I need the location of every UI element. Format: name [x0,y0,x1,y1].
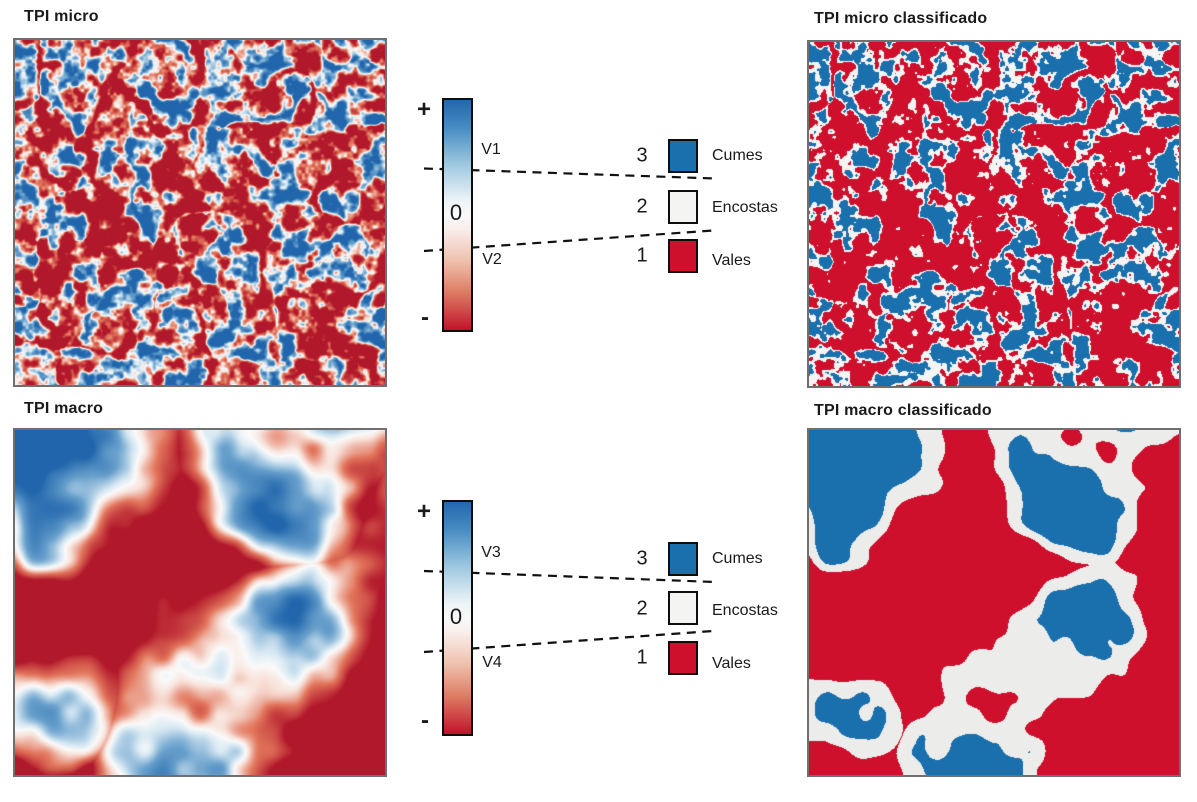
tpi-micro-map [13,38,387,387]
panel-title-tpi-micro-classified: TPI micro classificado [814,10,988,27]
threshold-label-v4: V4 [482,654,502,671]
threshold-label-v1: V1 [481,141,501,158]
legend-label-encostas: Encostas [712,602,778,619]
tpi-micro-colorbar [442,98,473,332]
plus-sign-top: + [416,96,432,123]
tpi-micro-classified-map [807,40,1181,388]
tpi-macro-classified-map [807,428,1181,777]
legend-class-number: 2 [636,195,648,218]
legend-label-vales: Vales [712,252,751,269]
threshold-label-v2: V2 [482,251,502,268]
minus-sign-bottom: - [421,707,429,734]
tpi-macro-colorbar [442,500,473,736]
legend-class-number: 3 [636,144,648,167]
zero-label-top: 0 [449,200,463,225]
tpi-macro-map [13,428,387,777]
panel-title-tpi-micro: TPI micro [24,8,99,25]
minus-sign-top: - [421,304,429,331]
threshold-label-v3: V3 [481,544,501,561]
legend-label-cumes: Cumes [712,550,763,567]
panel-title-tpi-macro: TPI macro [24,400,104,417]
legend-label-vales: Vales [712,655,751,672]
panel-title-tpi-macro-classified: TPI macro classificado [814,402,992,419]
legend-class-number: 1 [636,244,648,267]
legend-class-number: 2 [636,597,648,620]
legend-swatch-encostas [668,591,698,625]
legend-swatch-encostas [668,190,698,224]
plus-sign-bottom: + [416,498,432,525]
legend-swatch-vales [668,641,698,675]
legend-swatch-vales [668,239,698,273]
zero-label-bottom: 0 [449,604,463,629]
legend-label-encostas: Encostas [712,199,778,216]
legend-swatch-cumes [668,542,698,576]
legend-class-number: 1 [636,646,648,669]
legend-label-cumes: Cumes [712,147,763,164]
legend-class-number: 3 [636,547,648,570]
legend-swatch-cumes [668,139,698,173]
